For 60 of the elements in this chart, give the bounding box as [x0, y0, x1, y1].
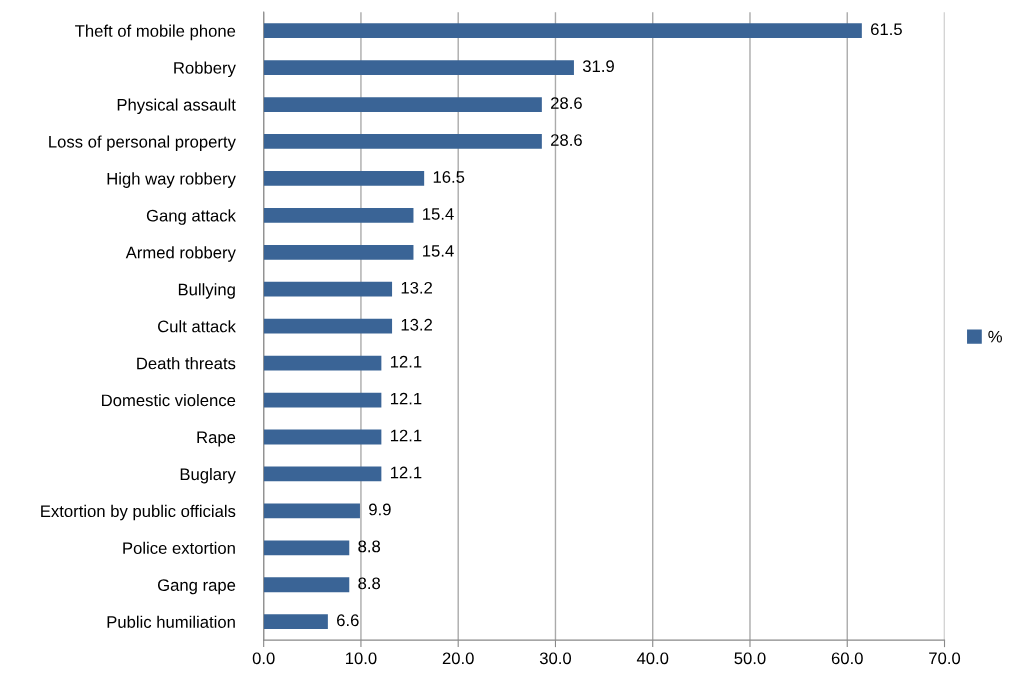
data-label: 12.1	[390, 429, 422, 442]
y-tick-label: Theft of mobile phone	[75, 24, 236, 41]
bar	[263, 614, 328, 630]
bar	[263, 466, 382, 482]
data-label: 13.2	[401, 281, 432, 294]
data-label: 12.1	[390, 355, 422, 368]
y-tick-label: Police extortion	[123, 541, 235, 555]
y-tick-label: Gang rape	[157, 579, 236, 595]
data-label: 16.5	[433, 171, 465, 183]
data-label: 6.6	[337, 614, 359, 627]
y-tick-label: Cult attack	[158, 320, 236, 333]
x-tick-label: 40.0	[636, 652, 669, 665]
y-tick-label: High way robbery	[107, 172, 236, 188]
y-tick-label: Robbery	[174, 61, 236, 78]
bar	[263, 134, 542, 149]
bar	[263, 281, 393, 297]
data-label: 61.5	[871, 23, 902, 36]
bar	[263, 429, 382, 445]
bar	[263, 318, 393, 334]
y-tick-label: Buglary	[180, 467, 236, 484]
data-label: 8.8	[358, 577, 381, 590]
data-label: 28.6	[551, 97, 582, 109]
data-label: 13.2	[401, 318, 432, 331]
y-tick-label: Domestic violence	[102, 394, 236, 407]
x-tick-label: 0.0	[252, 652, 275, 665]
data-label: 9.9	[369, 503, 391, 516]
bar	[263, 540, 350, 556]
y-tick-label: Public humiliation	[107, 615, 235, 628]
bar	[263, 577, 350, 593]
y-tick-label: Physical assault	[117, 98, 236, 115]
data-label: 15.4	[423, 208, 454, 220]
bar	[263, 355, 382, 371]
data-label: 28.6	[551, 134, 582, 146]
bar	[263, 60, 574, 75]
x-tick-label: 20.0	[442, 652, 474, 665]
x-tick-label: 60.0	[831, 652, 863, 665]
y-tick-label: Rape	[197, 431, 236, 447]
y-tick-label: Bullying	[178, 283, 235, 299]
y-tick-label: Armed robbery	[125, 246, 236, 262]
bar	[263, 503, 360, 519]
bar	[263, 171, 425, 186]
data-label: 15.4	[423, 245, 454, 257]
y-tick-label: Loss of personal property	[49, 135, 236, 151]
bar	[263, 207, 414, 223]
x-tick-label: 50.0	[734, 652, 766, 665]
y-tick-label: Extortion by public officials	[41, 504, 236, 521]
data-label: 31.9	[582, 60, 614, 73]
bar	[263, 23, 862, 39]
data-label: 12.1	[390, 466, 422, 479]
x-tick-label: 70.0	[929, 652, 961, 665]
x-tick-label: 10.0	[345, 652, 377, 665]
data-label: 8.8	[358, 540, 381, 553]
y-tick-label: Death threats	[137, 357, 236, 370]
bar	[263, 244, 414, 260]
bar	[263, 392, 382, 408]
bar	[263, 97, 542, 112]
x-tick-label: 30.0	[539, 652, 572, 665]
data-label: 12.1	[390, 392, 422, 405]
y-tick-label: Gang attack	[146, 209, 236, 225]
legend-label: %	[988, 330, 1002, 343]
